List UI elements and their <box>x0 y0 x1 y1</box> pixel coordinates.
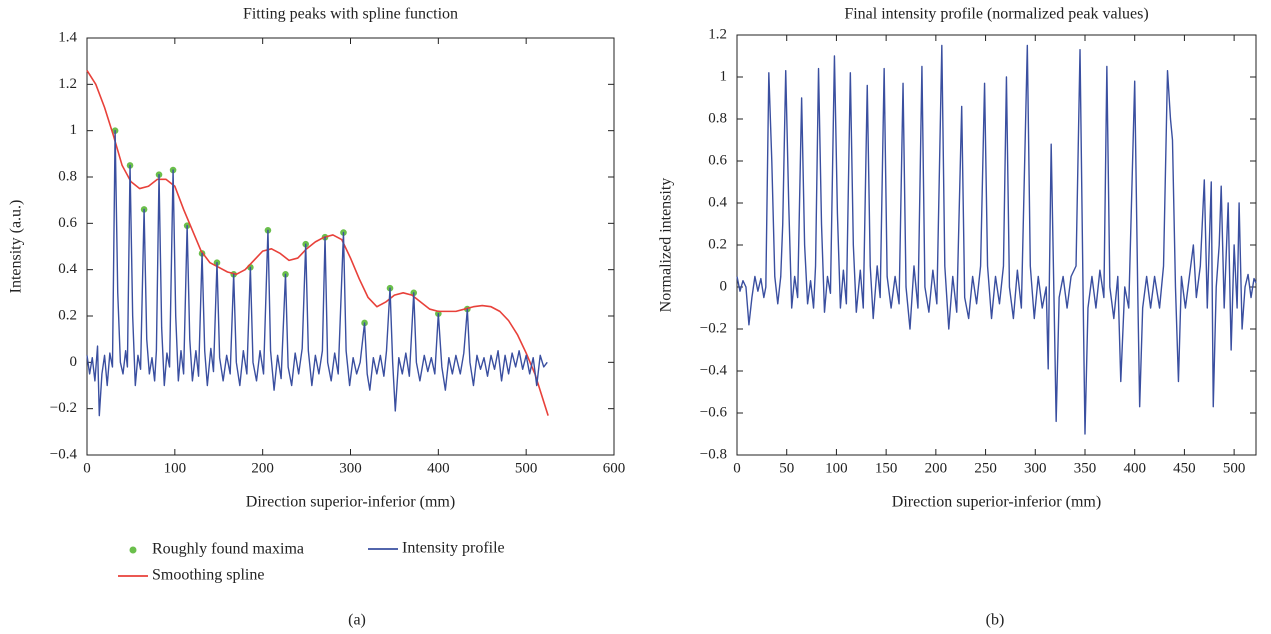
legend-label: Smoothing spline <box>152 567 264 584</box>
legend-label: Roughly found maxima <box>152 541 304 558</box>
x-tick-label: 0 <box>83 460 91 476</box>
y-axis-label: Intensity (a.u.) <box>8 200 25 294</box>
x-tick-label: 0 <box>733 460 741 476</box>
x-tick-label: 450 <box>1173 460 1196 476</box>
y-tick-label: 1 <box>720 68 728 84</box>
y-axis-label: Normalized intensity <box>658 178 675 313</box>
y-tick-label: 0 <box>70 354 78 370</box>
x-tick-label: 200 <box>925 460 948 476</box>
series-line <box>86 70 549 416</box>
x-tick-label: 350 <box>1074 460 1097 476</box>
x-tick-label: 100 <box>825 460 848 476</box>
y-tick-label: 1.4 <box>58 29 77 45</box>
legend-marker <box>129 546 137 554</box>
y-tick-label: −0.2 <box>50 400 77 416</box>
y-tick-label: −0.6 <box>700 404 728 420</box>
y-tick-label: 1.2 <box>708 26 727 42</box>
y-tick-label: 0.2 <box>58 307 77 323</box>
y-tick-label: 1 <box>70 122 78 138</box>
y-tick-label: 1.2 <box>58 76 77 92</box>
chart-title: Fitting peaks with spline function <box>243 6 458 23</box>
x-tick-label: 150 <box>875 460 898 476</box>
y-tick-label: −0.8 <box>700 446 727 462</box>
x-axis-label: Direction superior-inferior (mm) <box>246 494 455 511</box>
x-tick-label: 100 <box>164 460 187 476</box>
x-tick-label: 200 <box>251 460 274 476</box>
series-line <box>736 44 1257 435</box>
series-line <box>86 129 548 417</box>
plot-frame <box>736 34 1257 456</box>
x-tick-label: 500 <box>515 460 538 476</box>
subplot: Final intensity profile (normalized peak… <box>658 6 1257 629</box>
y-tick-label: 0.2 <box>708 236 727 252</box>
y-tick-label: −0.4 <box>50 446 78 462</box>
chart-title: Final intensity profile (normalized peak… <box>844 6 1148 23</box>
y-tick-label: 0.8 <box>58 168 77 184</box>
x-axis-label: Direction superior-inferior (mm) <box>892 494 1101 511</box>
x-tick-label: 600 <box>603 460 626 476</box>
caption: (a) <box>348 612 366 629</box>
x-tick-label: 500 <box>1223 460 1246 476</box>
plot-frame <box>86 37 615 456</box>
y-tick-label: 0.4 <box>58 261 77 277</box>
subplot: Fitting peaks with spline function Direct… <box>8 6 626 629</box>
x-tick-label: 400 <box>1123 460 1146 476</box>
y-tick-label: 0.4 <box>708 194 727 210</box>
legend-label: Intensity profile <box>402 540 505 557</box>
y-tick-label: 0.6 <box>708 152 727 168</box>
y-tick-label: 0.6 <box>58 215 77 231</box>
y-tick-label: 0.8 <box>708 110 727 126</box>
x-tick-label: 300 <box>339 460 362 476</box>
y-tick-label: 0 <box>720 278 728 294</box>
y-tick-label: −0.4 <box>700 362 728 378</box>
x-tick-label: 400 <box>427 460 450 476</box>
x-tick-label: 300 <box>1024 460 1047 476</box>
caption: (b) <box>986 612 1005 629</box>
x-tick-label: 50 <box>779 460 794 476</box>
y-tick-label: −0.2 <box>700 320 727 336</box>
x-tick-label: 250 <box>974 460 997 476</box>
